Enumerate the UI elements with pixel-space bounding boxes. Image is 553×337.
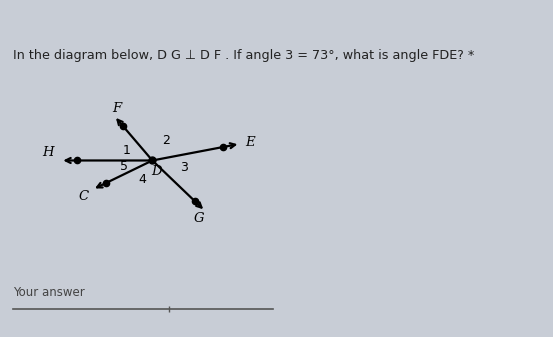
Text: 3: 3: [180, 161, 189, 174]
Text: H: H: [42, 146, 54, 159]
Text: 2: 2: [163, 133, 170, 147]
Text: Your answer: Your answer: [13, 286, 85, 299]
Text: E: E: [245, 136, 254, 149]
Text: G: G: [194, 212, 204, 225]
Text: 4: 4: [139, 173, 147, 186]
Text: 1: 1: [122, 144, 130, 157]
Text: 5: 5: [119, 160, 128, 173]
Text: In the diagram below, D G ⊥ D F . If angle 3 = 73°, what is angle FDE? *: In the diagram below, D G ⊥ D F . If ang…: [13, 49, 474, 62]
Text: C: C: [79, 190, 89, 203]
Text: D: D: [151, 165, 161, 178]
Text: F: F: [112, 102, 121, 115]
